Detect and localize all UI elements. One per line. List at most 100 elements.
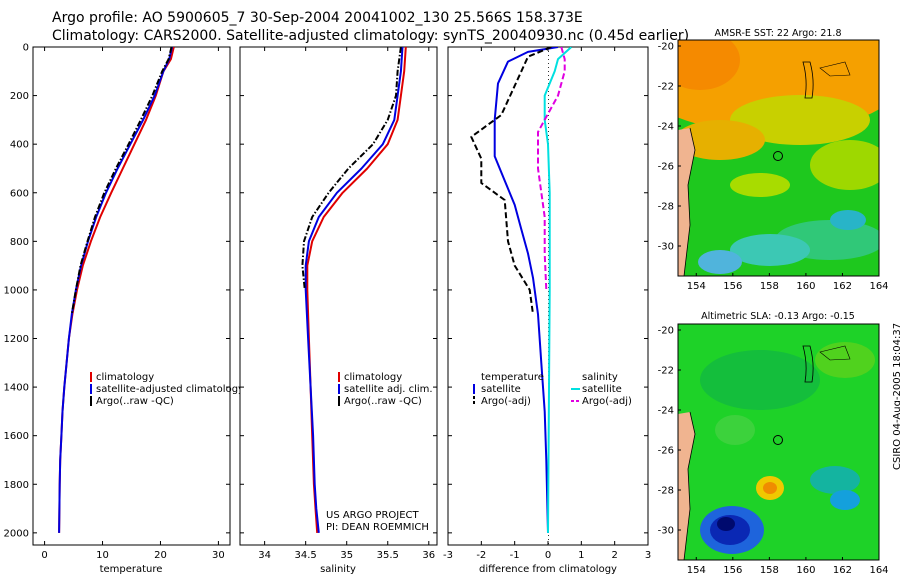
- series-satellite-adjusted-climatology: [58, 47, 174, 533]
- salinity-panel: 34 34.5 35 35.5 36 salinity climatology sate…: [239, 46, 438, 575]
- legend-sal-argo-adj: Argo(-adj): [582, 396, 632, 407]
- ytick-label: 1800: [4, 480, 29, 491]
- temperature-xlabel: temperature: [100, 564, 163, 575]
- legend-argo: Argo(..raw -QC): [96, 396, 174, 407]
- ytick-label: 800: [10, 237, 29, 248]
- salinity-legend: climatology satellite adj. clim. Argo(..…: [338, 372, 433, 407]
- series-satellite-adj-clim-: [304, 47, 404, 534]
- ytick-label: 1600: [4, 431, 29, 442]
- ytick-label: 200: [10, 91, 29, 102]
- map-ytick-label: -22: [658, 82, 674, 93]
- legend-sal-sat: satellite: [582, 384, 622, 395]
- difference-ticks: -3 -2 -1 0 1 2 3: [443, 46, 651, 561]
- xtick-label: -1: [510, 550, 520, 561]
- map-xtick-label: 158: [760, 281, 779, 292]
- header-profile-title: Argo profile: AO 5900605_7 30-Sep-2004 2…: [52, 10, 583, 26]
- xtick-label: 30: [212, 550, 225, 561]
- temperature-lines: [58, 47, 175, 533]
- xtick-label: 35: [340, 550, 353, 561]
- salinity-ticks: 34 34.5 35 35.5 36: [240, 46, 437, 561]
- map-xtick-label: 160: [796, 281, 815, 292]
- xtick-label: -2: [476, 550, 486, 561]
- legend-temp-argo: Argo(-adj): [481, 396, 531, 407]
- xtick-label: -3: [443, 550, 453, 561]
- sst-map-ticks: 154 156 158 160 162 164 -20 -22 -24 -26 -28 -30: [658, 42, 889, 293]
- credit-pi: PI: DEAN ROEMMICH: [326, 522, 429, 533]
- xtick-label: 34: [258, 550, 271, 561]
- difference-xlabel: difference from climatology: [479, 564, 617, 575]
- map-ytick-label: -22: [658, 366, 674, 377]
- sla-map-panel: Altimetric SLA: -0.13 Argo: -0.15 154 156…: [658, 311, 889, 576]
- series-argo-raw-qc-: [70, 47, 173, 315]
- temperature-axes-frame: [32, 46, 231, 546]
- difference-lines: [470, 47, 572, 533]
- map-xtick-label: 164: [869, 281, 888, 292]
- series-argo-raw-qc-: [301, 47, 402, 290]
- map-xtick-label: 162: [833, 281, 852, 292]
- series-salinity-satellite: [543, 47, 572, 533]
- legend-sal-satellite: satellite adj. clim.: [344, 384, 433, 395]
- xtick-label: 36: [422, 550, 435, 561]
- ytick-label: 1200: [4, 334, 29, 345]
- legend-climatology: climatology: [96, 372, 154, 383]
- map-ytick-label: -20: [658, 326, 674, 337]
- map-xtick-label: 160: [796, 565, 815, 576]
- xtick-label: 10: [96, 550, 109, 561]
- legend-salinity-title: salinity: [582, 372, 618, 383]
- map-ytick-label: -26: [658, 446, 674, 457]
- legend-temperature-title: temperature: [481, 372, 544, 383]
- map-ytick-label: -24: [658, 122, 674, 133]
- map-xtick-label: 156: [723, 565, 742, 576]
- header-climatology-title: Climatology: CARS2000. Satellite-adjuste…: [52, 28, 690, 44]
- legend-sal-argo: Argo(..raw -QC): [344, 396, 422, 407]
- ytick-label: 600: [10, 188, 29, 199]
- sla-profile-marker: [773, 435, 783, 445]
- map-ytick-label: -30: [658, 242, 674, 253]
- map-ytick-label: -26: [658, 162, 674, 173]
- map-ytick-label: -30: [658, 526, 674, 537]
- series-temperature-satellite: [493, 47, 559, 533]
- ytick-label: 2000: [4, 528, 29, 539]
- map-xtick-label: 164: [869, 565, 888, 576]
- map-ytick-label: -28: [658, 202, 674, 213]
- xtick-label: 35.5: [377, 550, 399, 561]
- sla-map-ticks: 154 156 158 160 162 164 -20 -22 -24 -26 -28 -30: [658, 326, 889, 577]
- map-xtick-label: 156: [723, 281, 742, 292]
- sst-profile-marker: [773, 151, 783, 161]
- salinity-xlabel: salinity: [320, 564, 356, 575]
- sst-map-title: AMSR-E SST: 22 Argo: 21.8: [715, 28, 842, 39]
- temperature-ticks: 0 10 20 30 0 200 400 600 800 1000 1200 1400 1600 1800…: [4, 43, 230, 561]
- xtick-label: 0: [545, 550, 551, 561]
- map-xtick-label: 154: [687, 281, 706, 292]
- salinity-lines: [301, 47, 407, 534]
- sst-map-image: [678, 40, 879, 276]
- temperature-legend: climatology satellite-adjusted climatolo…: [90, 372, 244, 407]
- legend-temp-satellite: satellite: [481, 384, 521, 395]
- xtick-label: 20: [154, 550, 167, 561]
- map-ytick-label: -28: [658, 486, 674, 497]
- sla-map-image: [678, 324, 879, 560]
- xtick-label: 0: [41, 550, 47, 561]
- sla-map-title: Altimetric SLA: -0.13 Argo: -0.15: [701, 311, 855, 322]
- xtick-label: 3: [645, 550, 651, 561]
- map-ytick-label: -20: [658, 42, 674, 53]
- salinity-axes-frame: [239, 46, 438, 546]
- xtick-label: 34.5: [295, 550, 317, 561]
- credit-project: US ARGO PROJECT: [326, 510, 420, 521]
- difference-legend: temperature satellite Argo(-adj) salinit…: [473, 372, 632, 407]
- xtick-label: 2: [611, 550, 617, 561]
- ytick-label: 1000: [4, 285, 29, 296]
- difference-panel: -3 -2 -1 0 1 2 3 difference from climatology t…: [443, 46, 651, 575]
- ytick-label: 1400: [4, 383, 29, 394]
- legend-sal-climatology: climatology: [344, 372, 402, 383]
- xtick-label: 1: [578, 550, 584, 561]
- legend-satellite-adjusted: satellite-adjusted climatology: [96, 384, 244, 395]
- map-ytick-label: -24: [658, 406, 674, 417]
- ytick-label: 0: [23, 43, 29, 54]
- sst-map-panel: AMSR-E SST: 22 Argo: 21.8 154 156 158 160 16…: [658, 28, 889, 293]
- ytick-label: 400: [10, 140, 29, 151]
- timestamp-stamp: CSIRO 04-Aug-2005 18:04:37: [892, 322, 900, 470]
- series-temperature-argo-adj-: [470, 47, 552, 315]
- temperature-panel: 0 10 20 30 0 200 400 600 800 1000 1200 1400 1600 1800…: [4, 43, 244, 576]
